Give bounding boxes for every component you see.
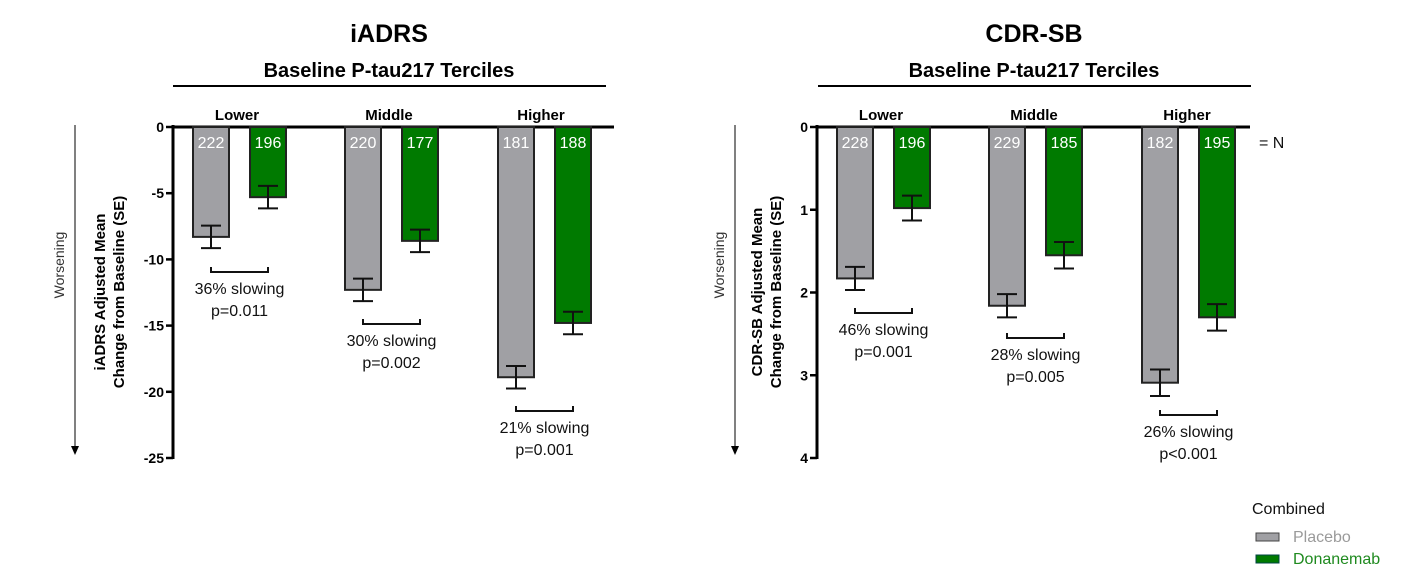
y-axis-label-line1: iADRS Adjusted Mean [92,214,109,371]
category-label: Higher [517,107,565,124]
n-label: 188 [560,135,587,152]
annotation-text: p=0.001 [854,344,912,361]
bar-placebo [192,126,230,238]
bar-placebo [1141,126,1179,384]
n-label: 181 [503,135,530,152]
annotation-text: p=0.001 [515,442,573,459]
category-label: Lower [859,107,903,124]
comparison-bracket [210,267,269,273]
y-tick-label: 0 [156,119,164,135]
chart-subtitle: Baseline P-tau217 Terciles [909,60,1160,82]
y-tick-label: -10 [144,251,164,267]
n-suffix-label: = N [1259,135,1284,152]
chart-title: CDR-SB [985,20,1082,48]
y-tick-label: -25 [144,450,164,466]
y-tick-label: 0 [800,119,808,135]
annotation-text: 30% slowing [347,333,437,350]
y-tick-label: 3 [800,367,808,383]
annotation-text: p=0.002 [362,355,420,372]
n-label: 195 [1204,135,1231,152]
y-tick-label: 1 [800,202,808,218]
n-label: 177 [407,135,434,152]
direction-arrowhead-icon [731,446,739,455]
n-label: 229 [994,135,1021,152]
n-label: 196 [899,135,926,152]
n-label: 222 [198,135,225,152]
category-label: Middle [365,107,413,124]
annotation-text: p<0.001 [1159,446,1217,463]
chart-subtitle: Baseline P-tau217 Terciles [264,60,515,82]
y-tick-label: -5 [152,185,165,201]
comparison-bracket [362,319,421,325]
legend-swatch-placebo [1255,532,1280,542]
bar-donanemab [554,126,592,324]
y-tick-label: -20 [144,384,164,400]
chart-title: iADRS [350,20,428,48]
legend-label-donanemab: Donanemab [1293,551,1380,568]
bar-placebo [497,126,535,379]
y-axis-label-line2: Change from Baseline (SE) [768,196,785,389]
bar-placebo [836,126,874,280]
iadrs-panel: iADRS Baseline P-tau217 Terciles Worseni… [51,20,614,466]
direction-label: Worsening [51,232,67,299]
n-label: 220 [350,135,377,152]
y-axis-label-line1: CDR-SB Adjusted Mean [749,208,766,377]
category-label: Lower [215,107,259,124]
category-label: Higher [1163,107,1211,124]
n-label: 182 [1147,135,1174,152]
annotation-text: 36% slowing [195,281,285,298]
cdrsb-marks: 0 1 2 3 4 Lower Middle Higher 228 229 182 196 185 195… [800,107,1250,466]
annotation-text: 26% slowing [1144,424,1234,441]
comparison-bracket [1159,410,1218,416]
bar-donanemab [1198,126,1236,319]
direction-label: Worsening [711,232,727,299]
category-label: Middle [1010,107,1058,124]
annotation-text: 28% slowing [991,347,1081,364]
comparison-bracket [1006,333,1065,339]
annotation-text: 21% slowing [500,420,590,437]
legend: Combined Placebo Donanemab [1252,501,1380,568]
annotation-text: p=0.011 [211,303,268,320]
direction-arrowhead-icon [71,446,79,455]
comparison-bracket [515,406,574,412]
cdrsb-panel: CDR-SB Baseline P-tau217 Terciles Worsen… [711,20,1284,466]
annotation-text: 46% slowing [839,322,929,339]
annotation-text: p=0.005 [1006,369,1064,386]
iadrs-marks: 0 -5 -10 -15 -20 -25 Lower Middle Higher 222 220 18… [144,107,614,466]
n-label: 185 [1051,135,1078,152]
n-label: 196 [255,135,282,152]
n-label: 228 [842,135,869,152]
bar-donanemab [893,126,931,210]
bar-placebo [988,126,1026,307]
legend-label-placebo: Placebo [1293,529,1351,546]
y-axis-label-line2: Change from Baseline (SE) [111,196,128,389]
comparison-bracket [854,308,913,314]
y-tick-label: 4 [800,450,808,466]
y-tick-label: 2 [800,285,808,301]
legend-title: Combined [1252,501,1325,518]
y-tick-label: -15 [144,318,164,334]
bar-donanemab [401,126,439,242]
legend-swatch-donanemab [1255,554,1280,564]
